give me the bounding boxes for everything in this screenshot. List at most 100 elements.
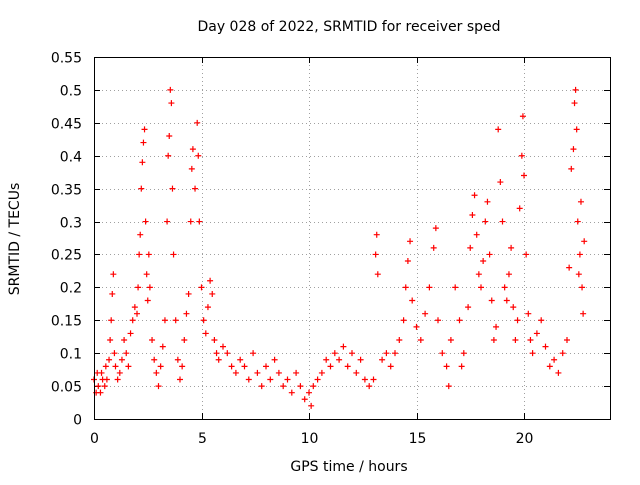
data-point [370,376,377,383]
data-point [114,376,121,383]
data-point [379,356,386,363]
data-point [527,337,534,344]
data-point [192,185,199,192]
data-point [127,330,134,337]
data-point [392,350,398,357]
data-point [134,310,140,317]
data-point [149,337,156,344]
data-point [179,363,186,370]
data-point [280,383,287,390]
data-point [168,100,175,107]
data-point [108,317,115,324]
data-point [185,290,192,297]
data-point [142,218,149,225]
data-point [136,251,143,258]
data-point [146,284,153,291]
data-point [224,350,231,357]
data-point [310,383,317,390]
data-point [336,356,343,363]
data-point [473,231,480,238]
data-point [493,323,500,330]
data-point [490,337,497,344]
data-point [432,225,439,232]
data-point [306,389,312,396]
data-point [357,356,364,363]
data-point [155,383,162,390]
data-point [353,369,360,376]
y-tick-label: 0.25 [51,248,82,264]
data-point [374,271,381,278]
data-point [293,369,300,376]
x-tick-label: 5 [198,431,207,447]
data-point [542,343,549,350]
data-point [409,297,416,304]
data-point [467,244,474,251]
data-point [529,350,536,357]
data-point [103,376,110,383]
data-point [112,363,119,370]
data-point [172,317,179,324]
data-point [366,383,373,390]
data-point [469,211,476,218]
y-tick-label: 0.05 [51,380,82,396]
data-point [254,369,261,376]
data-point [213,350,220,357]
data-point [95,383,102,390]
data-point [575,271,582,278]
data-point [129,317,136,324]
data-point [413,323,420,330]
data-point [458,363,465,370]
data-point [564,337,570,344]
data-point [232,369,239,376]
data-point [573,126,580,133]
data-point [183,310,190,317]
data-point [308,402,315,409]
data-point [443,363,450,370]
data-point [404,258,411,265]
y-tick-label: 0 [73,413,82,429]
data-point [284,376,291,383]
data-point [559,350,566,357]
data-point [480,258,487,265]
data-point [555,369,562,376]
data-point [495,126,502,133]
data-point [110,271,117,278]
data-point [349,350,355,357]
x-tick-label: 15 [409,431,427,447]
data-point [417,337,424,344]
axis-ticks: 0 0.05 0.1 0.15 0.2 0.25 0.3 0.35 0.4 0.45 0.5 0.55… [51,51,610,447]
data-point [241,363,248,370]
data-point [166,132,173,139]
data-point [215,356,222,363]
data-point [546,363,553,370]
data-point [207,277,214,284]
x-axis-label: GPS time / hours [290,459,407,475]
y-tick-label: 0.4 [60,150,82,166]
data-point [181,337,188,344]
chart-title: Day 028 of 2022, SRMTID for receiver spe… [197,19,500,35]
data-point [220,343,226,350]
y-tick-label: 0.3 [60,216,82,232]
data-point [580,310,587,317]
data-point [373,231,380,238]
data-point [456,317,463,324]
data-point [145,251,152,258]
data-point [135,284,142,291]
data-point [327,363,334,370]
data-point [482,218,489,225]
data-point [109,290,116,297]
data-point [331,350,338,357]
data-point [144,297,151,304]
data-point [121,337,128,344]
data-point [514,317,521,324]
data-point [170,251,177,258]
y-tick-label: 0.35 [51,183,82,199]
data-point [523,251,530,258]
y-tick-label: 0.1 [60,347,82,363]
data-point [237,356,244,363]
scatter-points [91,86,588,409]
data-point [288,389,295,396]
data-point [153,369,160,376]
data-point [137,231,144,238]
